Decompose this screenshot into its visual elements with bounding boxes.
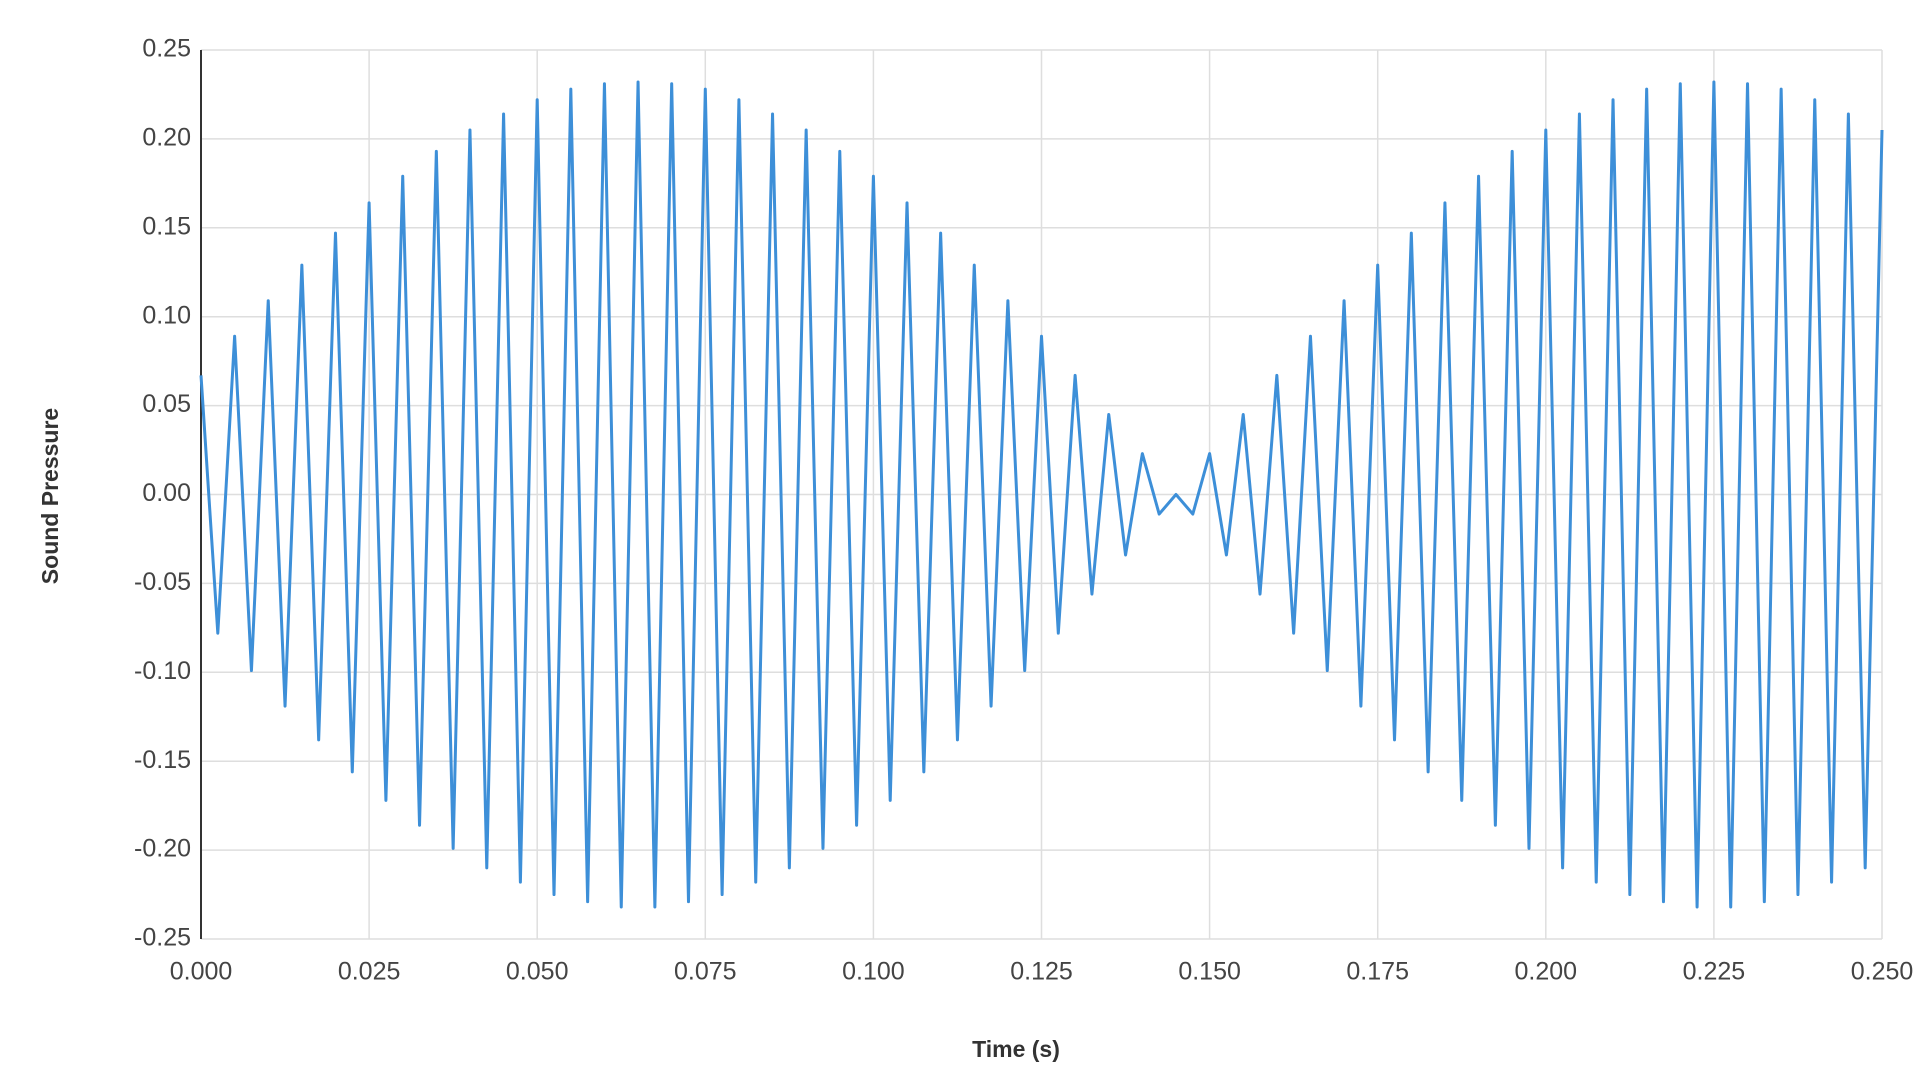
y-tick-label: 0.10: [142, 301, 191, 329]
waveform-line: [199, 80, 1884, 909]
x-tick-label: 0.250: [1851, 958, 1914, 986]
y-tick-label: -0.15: [134, 746, 191, 774]
y-tick-label: 0.25: [142, 35, 191, 63]
y-tick-label: -0.05: [134, 568, 191, 596]
x-tick-label: 0.100: [842, 958, 905, 986]
y-tick-label: -0.25: [134, 924, 191, 952]
x-tick-label: 0.200: [1515, 958, 1578, 986]
x-tick-label: 0.125: [1010, 958, 1073, 986]
y-axis-title: Sound Pressure: [37, 408, 63, 584]
y-tick-label: 0.05: [142, 390, 191, 418]
x-tick-label: 0.050: [506, 958, 569, 986]
x-tick-label: 0.175: [1346, 958, 1409, 986]
x-tick-label: 0.225: [1683, 958, 1746, 986]
x-axis-title: Time (s): [972, 1036, 1060, 1062]
x-tick-label: 0.000: [170, 958, 233, 986]
y-tick-label: 0.20: [142, 124, 191, 152]
y-tick-label: -0.10: [134, 657, 191, 685]
x-tick-label: 0.075: [674, 958, 737, 986]
y-tick-label: -0.20: [134, 835, 191, 863]
y-tick-label: 0.00: [142, 479, 191, 507]
x-tick-label: 0.150: [1178, 958, 1241, 986]
x-tick-label: 0.025: [338, 958, 401, 986]
y-tick-label: 0.15: [142, 212, 191, 240]
